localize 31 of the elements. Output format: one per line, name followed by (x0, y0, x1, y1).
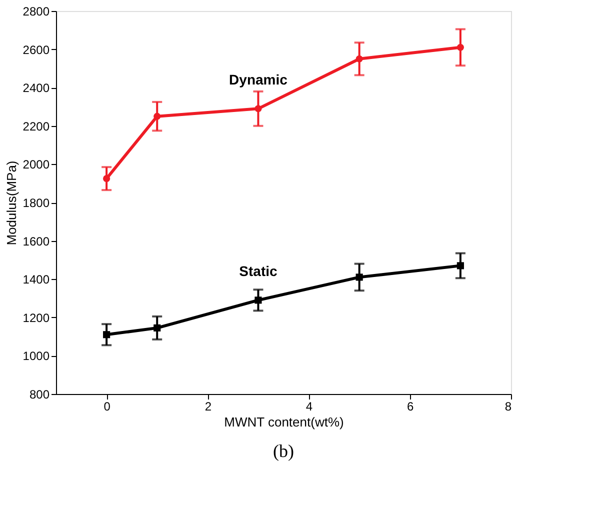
y-tick-label: 1400 (22, 272, 50, 287)
x-tick-label: 8 (504, 400, 512, 414)
point (154, 112, 161, 120)
x-axis-title: MWNT content(wt%) (224, 414, 344, 430)
point (103, 331, 110, 338)
series-label: Dynamic (229, 72, 288, 88)
x-tick-label: 6 (407, 400, 414, 414)
y-tick-label: 2600 (22, 42, 50, 57)
point (456, 262, 464, 270)
y-tick-label: 1800 (22, 196, 50, 210)
y-tick-label: 800 (29, 388, 50, 402)
y-tick-label: 2400 (22, 81, 50, 96)
y-tick-label: 2200 (22, 119, 50, 134)
point (254, 296, 262, 304)
point (103, 175, 110, 182)
y-axis-title: Modulus(MPa) (4, 160, 19, 246)
point (154, 324, 161, 332)
point (356, 274, 363, 281)
series-label: Static (239, 263, 278, 280)
x-tick-label: 4 (306, 400, 313, 414)
text: (b) (273, 441, 294, 461)
point (254, 105, 262, 112)
x-tick-label: 0 (104, 400, 111, 414)
point (456, 44, 464, 51)
y-tick-label: 1000 (22, 349, 50, 364)
y-tick-label: 1600 (22, 234, 50, 248)
y-tick-label: 1200 (22, 310, 50, 325)
y-tick-label: 2800 (22, 4, 50, 18)
point (356, 55, 363, 62)
x-tick-label: 2 (204, 400, 212, 414)
y-tick-label: 2000 (22, 158, 50, 172)
